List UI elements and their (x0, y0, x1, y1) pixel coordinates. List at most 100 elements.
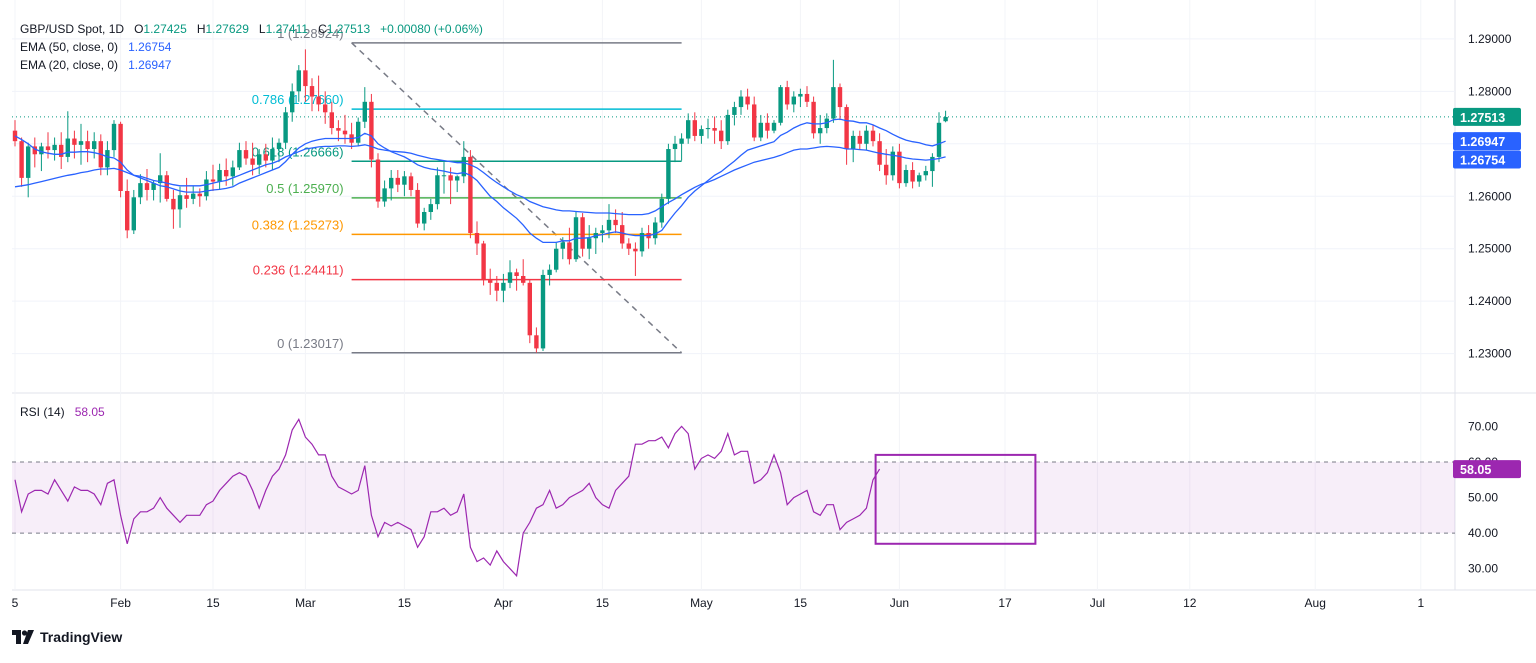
candle-body (791, 96, 796, 105)
candle-body (72, 138, 77, 145)
rsi-tick-label: 30.00 (1468, 562, 1498, 576)
candle-body (309, 86, 315, 97)
rsi-band (12, 462, 1455, 534)
ema50-value: 1.26754 (128, 40, 172, 54)
candle-body (92, 141, 97, 150)
candle-body (488, 280, 493, 283)
candle-body (917, 175, 922, 182)
time-tick-label: 5 (12, 596, 19, 610)
candle-body (204, 179, 209, 197)
time-tick-label: Feb (110, 596, 131, 610)
candle-body (897, 151, 902, 184)
price-tick-label: 1.29000 (1468, 32, 1512, 46)
candle-body (732, 107, 737, 115)
candle-body (362, 101, 367, 122)
candle-body (620, 225, 625, 244)
candle-body (910, 170, 915, 182)
candle-body (600, 230, 605, 233)
candle-body (679, 138, 684, 144)
time-tick-label: Mar (295, 596, 316, 610)
candle-body (26, 146, 31, 178)
candle-body (811, 101, 816, 134)
ema50-label: EMA (50, close, 0) (20, 40, 119, 54)
candle-body (666, 149, 671, 199)
time-tick-label: Jul (1090, 596, 1105, 610)
close-label: C (318, 22, 327, 36)
ema50-line (14, 144, 946, 216)
rsi-pane (12, 417, 1455, 578)
time-tick-label: 12 (1183, 596, 1197, 610)
candle-body (177, 195, 183, 210)
candle-body (692, 120, 697, 136)
tradingview-logo-icon (12, 630, 34, 644)
candle-body (131, 197, 136, 231)
candle-body (923, 171, 928, 176)
candle-body (864, 130, 869, 144)
candle-body (111, 123, 117, 151)
candle-body (712, 128, 717, 131)
candle-body (606, 219, 612, 231)
candle-body (428, 204, 433, 212)
candle-body (125, 191, 130, 231)
ema20-line (14, 118, 946, 244)
candle-body (448, 175, 453, 181)
candle-body (613, 219, 618, 226)
high-label: H (196, 22, 206, 36)
time-tick-label: 17 (998, 596, 1012, 610)
candle-body (461, 156, 466, 177)
rsi-legend[interactable]: RSI (14) 58.05 (20, 404, 105, 421)
fib-level-label: 1 (1.28924) (277, 26, 344, 41)
candle-body (435, 175, 440, 205)
candle-body (884, 164, 889, 176)
candle-body (851, 135, 856, 150)
symbol-label[interactable]: GBP/USD Spot, 1D (20, 22, 125, 36)
candle-body (758, 122, 763, 138)
rsi-tick-label: 70.00 (1468, 419, 1498, 433)
fibonacci-retracement[interactable]: 1 (1.28924)0.786 (1.27660)0.618 (1.26666… (252, 26, 683, 354)
candle-body (441, 175, 447, 177)
candle-body (316, 96, 321, 105)
rsi-value: 58.05 (74, 405, 105, 419)
ema20-badge-bg (1453, 132, 1521, 151)
rsi-badge-bg (1453, 460, 1521, 479)
candle-body (705, 128, 711, 130)
candle-body (283, 112, 288, 143)
low-label: L (258, 22, 266, 36)
candle-body (230, 167, 235, 177)
time-tick-label: 15 (794, 596, 808, 610)
time-tick-label: May (690, 596, 713, 610)
rsi-badge: 58.05 (1460, 463, 1491, 477)
time-tick-label: 15 (596, 596, 610, 610)
candle-body (263, 154, 268, 161)
candle-body (329, 112, 334, 129)
tradingview-logo[interactable]: TradingView (12, 629, 122, 645)
candle-body (554, 248, 559, 270)
candle-body (210, 179, 216, 182)
open-label: O (134, 22, 144, 36)
candle-body (85, 141, 90, 150)
candle-body (138, 183, 143, 198)
time-tick-label: Apr (494, 596, 513, 610)
last-price-badge-bg (1453, 107, 1521, 126)
fib-level-label: 0.786 (1.27660) (252, 92, 344, 107)
candle-body (468, 156, 473, 233)
ema50-badge: 1.26754 (1460, 154, 1505, 168)
ema20-legend[interactable]: EMA (20, close, 0) 1.26947 (20, 57, 171, 74)
price-tick-label: 1.26000 (1468, 189, 1512, 203)
price-tick-label: 1.23000 (1468, 347, 1512, 361)
fib-level-label: 0.5 (1.25970) (266, 181, 343, 196)
candle-body (719, 130, 724, 142)
change-value: +0.00080 (+0.06%) (380, 22, 483, 36)
candle-body (65, 138, 70, 157)
candle-body (540, 274, 546, 349)
ohlc-legend: GBP/USD Spot, 1D O1.27425 H1.27629 L1.27… (20, 21, 483, 38)
candle-body (494, 282, 499, 291)
candle-body (560, 242, 565, 249)
ema50-legend[interactable]: EMA (50, close, 0) 1.26754 (20, 39, 171, 56)
candle-body (296, 70, 301, 92)
candle-body (32, 146, 37, 155)
ema20-badge: 1.26947 (1460, 135, 1505, 149)
rsi-tick-label: 40.00 (1468, 526, 1498, 540)
